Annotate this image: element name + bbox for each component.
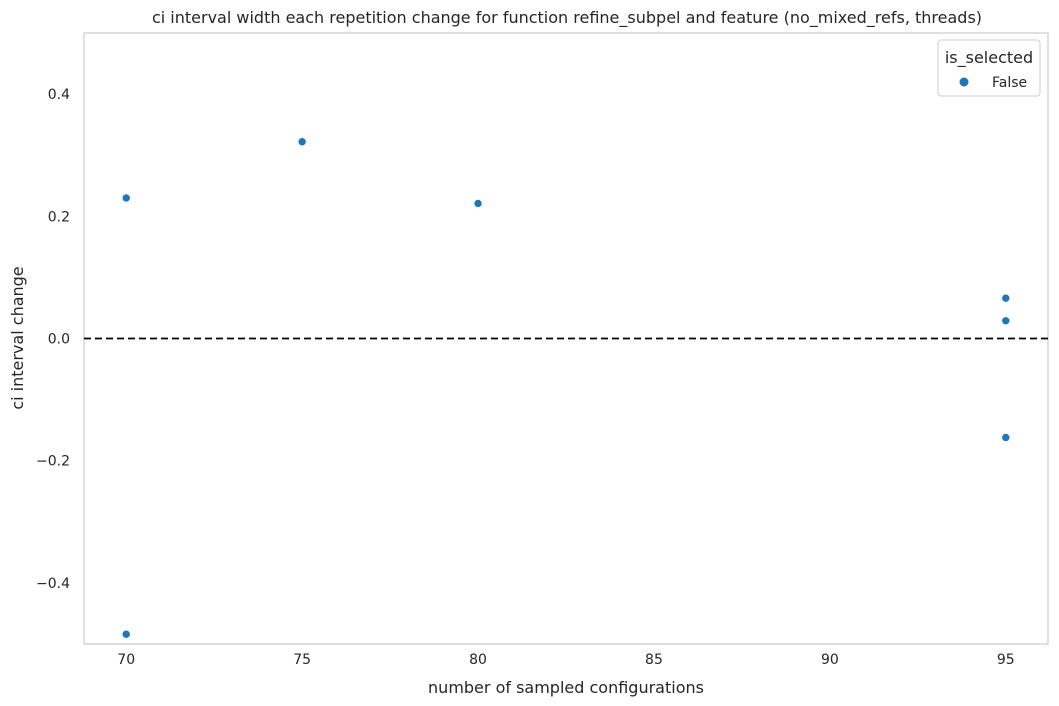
x-tick-label: 90 [821, 652, 839, 668]
x-tick-label: 70 [117, 652, 135, 668]
data-point [1001, 433, 1011, 442]
x-tick-label: 85 [645, 652, 663, 668]
data-point [473, 199, 483, 208]
legend-entry-label: False [992, 75, 1027, 91]
chart-title: ci interval width each repetition change… [152, 8, 982, 28]
data-point [121, 629, 131, 639]
x-tick-label: 75 [293, 652, 311, 668]
y-tick-label: 0.4 [48, 87, 70, 103]
y-tick-label: −0.2 [36, 454, 70, 470]
legend-marker [959, 77, 969, 87]
y-axis-ticks: −0.4 −0.2 0.0 0.2 0.4 [36, 87, 70, 592]
data-point [297, 137, 307, 147]
legend: is_selected False [937, 39, 1041, 97]
x-axis-label: number of sampled configurations [428, 678, 704, 697]
legend-title: is_selected [945, 48, 1033, 68]
x-tick-label: 95 [997, 652, 1015, 668]
data-point [1001, 293, 1011, 303]
data-point [121, 193, 131, 203]
y-tick-label: 0.0 [48, 332, 70, 348]
y-axis-label: ci interval change [8, 266, 27, 409]
x-axis-ticks: 70 75 80 85 90 95 [117, 652, 1014, 668]
y-tick-label: −0.4 [36, 576, 70, 592]
x-tick-label: 80 [469, 652, 487, 668]
y-tick-label: 0.2 [48, 209, 70, 225]
data-point [1001, 316, 1011, 326]
data-points [121, 137, 1011, 639]
